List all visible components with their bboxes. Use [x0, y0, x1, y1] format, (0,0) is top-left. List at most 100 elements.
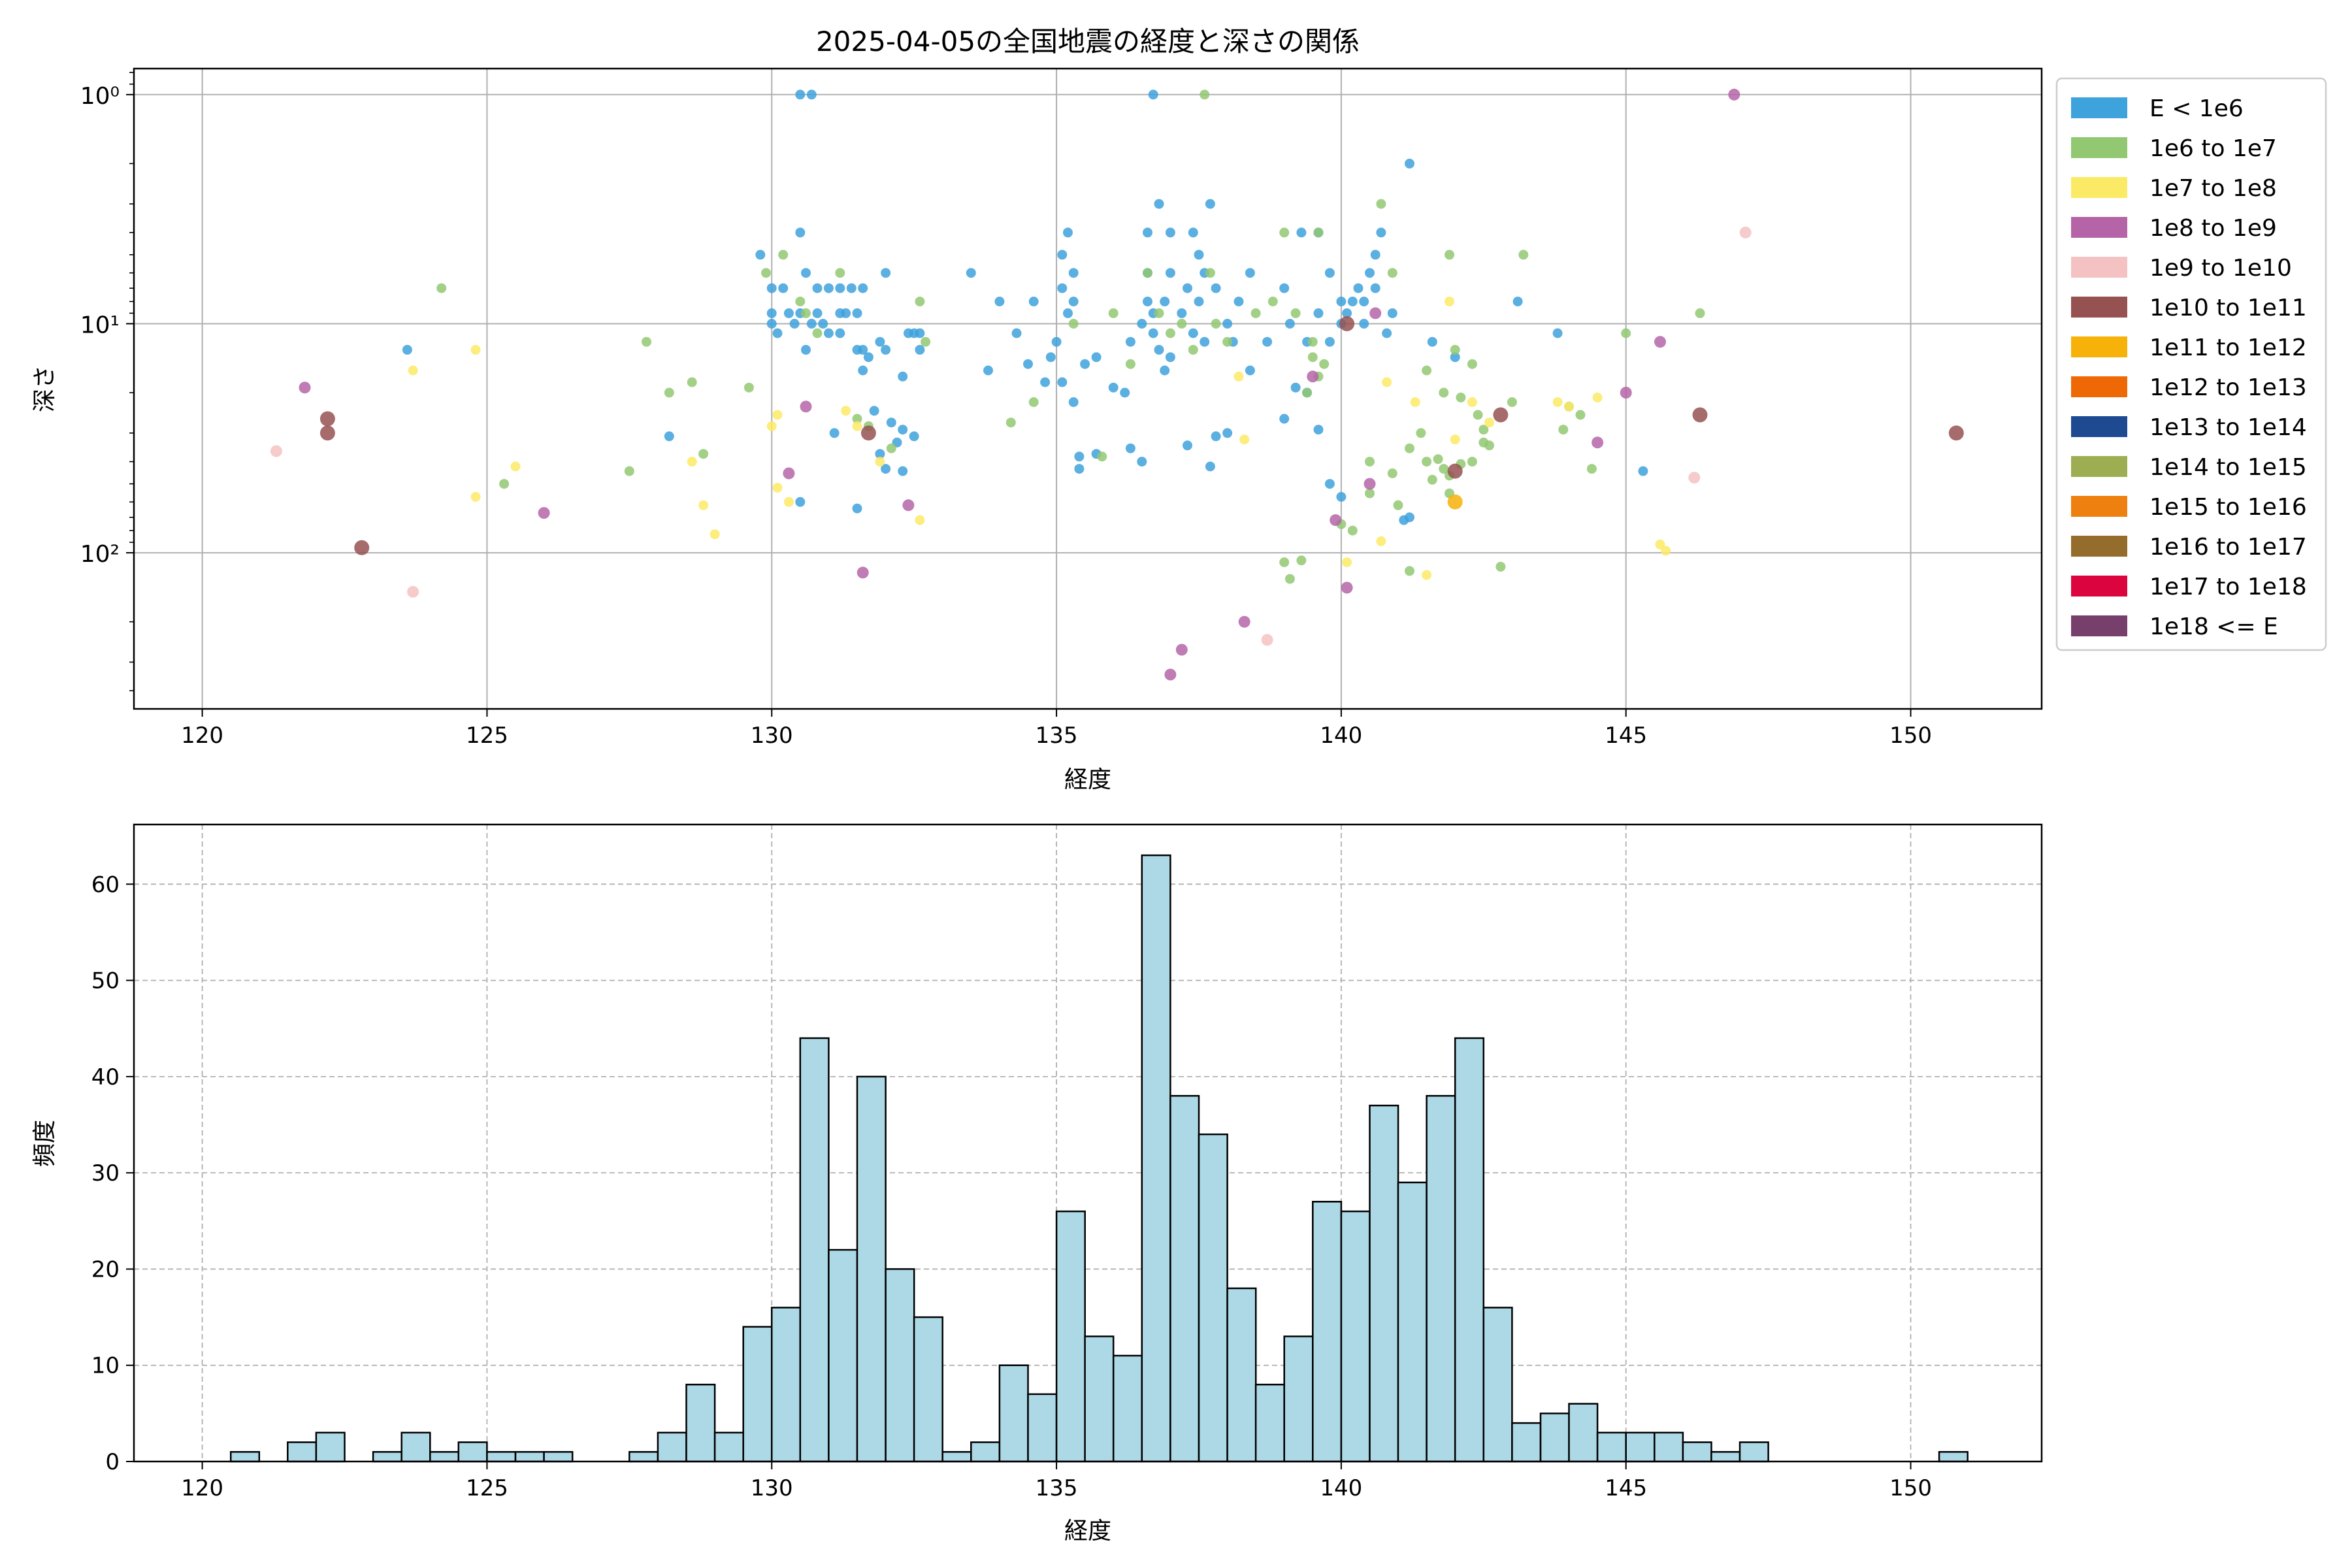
- scatter-point: [858, 365, 868, 376]
- histogram-bar: [1312, 1201, 1343, 1463]
- scatter-point: [1592, 392, 1603, 402]
- scatter-point: [1057, 250, 1068, 260]
- scatter-point: [1200, 336, 1210, 347]
- scatter-point: [1365, 488, 1375, 498]
- scatter-point: [1165, 268, 1175, 278]
- scatter-point: [1692, 407, 1708, 423]
- histogram-bar: [941, 1451, 972, 1463]
- scatter-point: [1108, 382, 1119, 393]
- scatter-x-tick-label: 120: [181, 723, 223, 749]
- scatter-point: [772, 328, 783, 338]
- histogram-bar: [543, 1451, 574, 1463]
- scatter-point: [1324, 268, 1335, 278]
- scatter-point: [915, 515, 925, 525]
- legend-swatch: [2071, 177, 2127, 198]
- scatter-point: [1376, 199, 1386, 209]
- scatter-point: [806, 90, 817, 100]
- histogram-chart: 120 125 130 135 140 145 150 0 10 20 30 40 50 60 経度 頻…: [31, 823, 2043, 1544]
- legend-label: 1e7 to 1e8: [2149, 175, 2277, 202]
- scatter-point: [1040, 377, 1051, 387]
- scatter-point: [766, 319, 777, 329]
- scatter-point: [1405, 158, 1414, 169]
- scatter-chart: 120 125 130 135 140 145 150 10⁰ 10¹ 10² 経度 深さ: [31, 67, 2043, 793]
- scatter-point: [1222, 336, 1233, 347]
- scatter-point: [1063, 308, 1073, 318]
- scatter-point: [829, 428, 840, 438]
- scatter-point: [1137, 319, 1147, 329]
- scatter-point: [1467, 457, 1477, 467]
- scatter-point: [869, 406, 879, 416]
- scatter-point: [795, 227, 806, 238]
- scatter-point: [1194, 297, 1204, 306]
- scatter-plot-area: [134, 69, 2042, 709]
- histogram-bar: [629, 1451, 659, 1463]
- histogram-bar: [486, 1451, 517, 1463]
- scatter-point: [402, 344, 412, 355]
- scatter-point: [852, 308, 862, 318]
- scatter-point: [1284, 574, 1295, 584]
- scatter-point: [1654, 336, 1666, 348]
- scatter-point: [1205, 461, 1215, 472]
- scatter-point: [1108, 308, 1119, 318]
- scatter-point: [1188, 227, 1198, 238]
- histogram-bar: [514, 1451, 545, 1463]
- scatter-point: [1552, 328, 1563, 338]
- histogram-bar: [287, 1441, 318, 1463]
- scatter-point: [1447, 494, 1463, 510]
- scatter-point: [1336, 492, 1347, 502]
- scatter-point: [783, 497, 794, 507]
- scatter-point: [902, 499, 915, 512]
- scatter-point: [915, 297, 925, 306]
- scatter-point: [1074, 464, 1085, 474]
- scatter-point: [1051, 336, 1062, 347]
- scatter-point: [1097, 451, 1107, 462]
- scatter-point: [1313, 425, 1324, 435]
- histogram-bar: [1539, 1413, 1570, 1463]
- histogram-bar: [657, 1431, 687, 1463]
- legend-swatch: [2071, 257, 2127, 278]
- scatter-point: [270, 445, 282, 457]
- scatter-point: [1296, 227, 1307, 238]
- scatter-point: [1341, 581, 1353, 594]
- scatter-point: [1267, 297, 1278, 306]
- scatter-point: [1558, 425, 1569, 435]
- scatter-point: [875, 336, 885, 347]
- histogram-bar: [885, 1268, 915, 1463]
- histogram-y-tick-label: 20: [91, 1256, 120, 1282]
- histogram-x-tick-label: 125: [466, 1475, 508, 1501]
- histogram-bar: [1027, 1393, 1058, 1463]
- scatter-point: [510, 461, 521, 472]
- scatter-point: [1365, 457, 1375, 467]
- scatter-point: [795, 90, 806, 100]
- histogram-y-axis: 0 10 20 30 40 50 60: [91, 872, 134, 1475]
- scatter-point: [1245, 268, 1255, 278]
- scatter-point: [1324, 336, 1335, 347]
- scatter-point: [783, 308, 794, 318]
- histogram-bar: [998, 1364, 1029, 1463]
- scatter-point: [823, 283, 834, 293]
- scatter-point: [1695, 308, 1705, 318]
- scatter-point: [1439, 387, 1449, 398]
- scatter-x-tick-label: 145: [1605, 723, 1647, 749]
- scatter-y-tick-label: 10¹: [80, 312, 120, 338]
- histogram-x-tick-label: 135: [1036, 1475, 1078, 1501]
- scatter-point: [812, 283, 823, 293]
- scatter-point: [1143, 227, 1152, 238]
- scatter-point: [1262, 336, 1273, 347]
- histogram-x-tick-label: 120: [181, 1475, 223, 1501]
- scatter-point: [1188, 328, 1198, 338]
- histogram-bar: [742, 1326, 773, 1463]
- scatter-point: [1302, 387, 1313, 398]
- histogram-bar: [1568, 1403, 1599, 1463]
- scatter-point: [875, 457, 885, 467]
- scatter-point: [915, 344, 925, 355]
- scatter-point: [1222, 428, 1233, 438]
- scatter-point: [1183, 283, 1192, 293]
- legend-swatch: [2071, 297, 2127, 318]
- scatter-point: [1205, 199, 1215, 209]
- legend-label: 1e17 to 1e18: [2149, 574, 2307, 600]
- legend-swatch: [2071, 576, 2127, 596]
- scatter-point: [1369, 307, 1382, 319]
- histogram-bar: [770, 1307, 802, 1463]
